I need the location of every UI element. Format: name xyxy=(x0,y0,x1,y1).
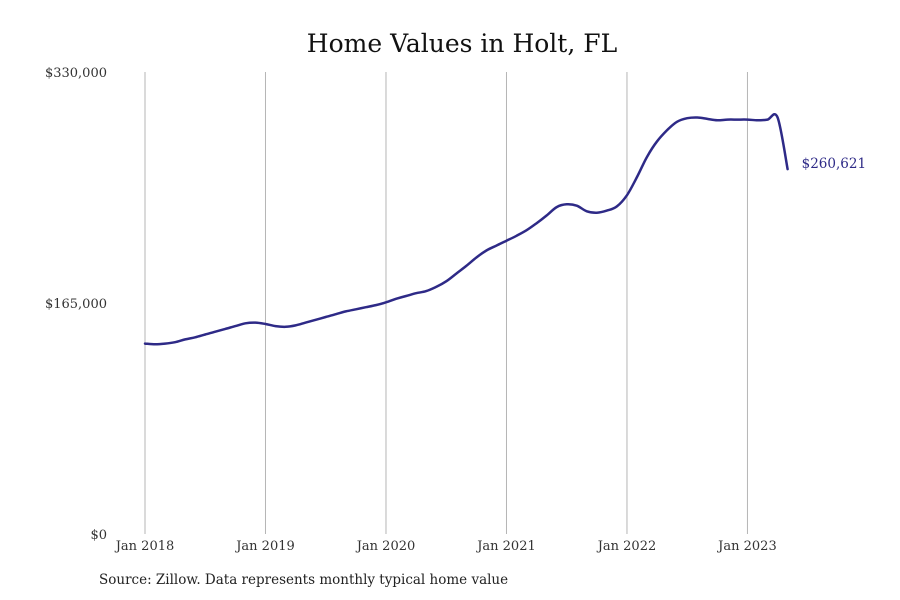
y-tick-label: $165,000 xyxy=(45,297,107,312)
x-axis-ticks: Jan 2018 Jan 2019 Jan 2020 Jan 2021 Jan 2022… xyxy=(114,539,777,554)
y-tick-label: $0 xyxy=(90,528,107,543)
x-tick-label: Jan 2023 xyxy=(716,539,777,554)
chart-title: Home Values in Holt, FL xyxy=(307,29,617,58)
x-tick-label: Jan 2021 xyxy=(475,539,536,554)
end-value-label: $260,621 xyxy=(802,156,866,172)
x-tick-label: Jan 2019 xyxy=(234,539,295,554)
x-tick-label: Jan 2020 xyxy=(355,539,416,554)
source-note: Source: Zillow. Data represents monthly … xyxy=(99,572,509,588)
y-tick-label: $330,000 xyxy=(45,66,107,81)
x-tick-label: Jan 2022 xyxy=(596,539,657,554)
x-tick-label: Jan 2018 xyxy=(114,539,175,554)
series-line xyxy=(143,113,789,346)
series-points xyxy=(144,116,790,346)
y-axis-ticks: $0 $165,000 $330,000 xyxy=(45,66,107,543)
